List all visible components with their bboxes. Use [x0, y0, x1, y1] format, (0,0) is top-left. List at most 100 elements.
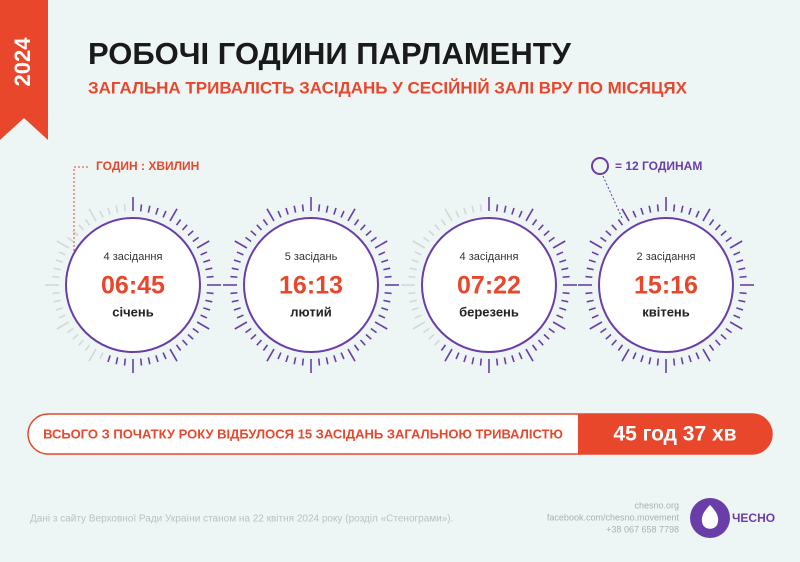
clock-tick	[695, 352, 700, 360]
clock-tick	[365, 230, 372, 237]
clock-tick	[203, 307, 211, 311]
clock-tick	[518, 352, 523, 360]
clock-tick	[444, 208, 453, 222]
clock-tick	[175, 344, 182, 352]
clock-tick	[234, 240, 248, 249]
clock-tick	[463, 355, 467, 363]
clock-tick	[383, 267, 391, 271]
summary-total: 45 год 37 хв	[613, 423, 736, 446]
clock-tick	[611, 339, 618, 346]
clock-tick	[548, 327, 556, 334]
clock-tick	[115, 357, 119, 365]
clock-tick	[562, 291, 570, 295]
clock-tick	[52, 291, 60, 295]
clock-tick	[233, 259, 241, 263]
clock-tick	[293, 357, 297, 365]
clock-tick	[621, 208, 630, 222]
clock-tick	[680, 205, 684, 213]
clock-tick	[725, 236, 733, 243]
title: РОБОЧІ ГОДИНИ ПАРЛАМЕНТУ	[88, 36, 572, 71]
logo-garlic	[701, 505, 719, 529]
clock-tick	[479, 204, 483, 212]
clock-tick	[58, 314, 66, 319]
clock-tick	[256, 224, 263, 231]
clock-tick	[588, 307, 596, 311]
clock-tick	[52, 275, 60, 279]
clock-tick	[250, 230, 257, 237]
clock-tick	[556, 251, 564, 256]
summary-total-box	[578, 414, 772, 454]
clock-tick	[359, 224, 366, 231]
clock-tick	[139, 358, 143, 366]
clock-tick	[648, 357, 652, 365]
clock-tick	[84, 344, 91, 352]
clock-tick	[205, 267, 213, 271]
clock-tick	[605, 230, 612, 237]
month: квітень	[642, 304, 690, 319]
clock-tick	[736, 259, 744, 263]
clock-tick	[381, 307, 389, 311]
clock-tick	[589, 321, 603, 330]
legend-circle	[591, 157, 609, 175]
clock-tick	[556, 314, 564, 319]
clock-tick	[205, 299, 213, 303]
month: січень	[112, 304, 153, 319]
clock-tick	[370, 236, 378, 243]
clock-tick	[531, 344, 538, 352]
clock-tick	[285, 355, 289, 363]
clock-tick	[123, 204, 127, 212]
clock-tick	[53, 299, 61, 303]
clock-tick	[359, 339, 366, 346]
clock-tick	[511, 355, 515, 363]
clock-tick	[378, 251, 386, 256]
clock-tick	[444, 348, 453, 362]
clock-tick	[463, 207, 467, 215]
contact: chesno.org	[634, 500, 679, 510]
year: 2024	[10, 37, 35, 87]
sessions: 4 засідання	[460, 251, 519, 263]
clock-tick	[720, 230, 727, 237]
clock-tick	[285, 207, 289, 215]
clock-tick	[738, 267, 746, 271]
clock-tick	[688, 207, 692, 215]
clock-tick	[617, 344, 624, 352]
clock-tick	[408, 275, 416, 279]
clock-tick	[411, 307, 419, 311]
time: 15:16	[634, 272, 698, 300]
clock-tick	[408, 291, 416, 295]
clock-tick	[585, 291, 593, 295]
clock-tick	[422, 327, 430, 334]
clock-tick	[656, 358, 660, 366]
clock-tick	[155, 355, 159, 363]
clock-tick	[196, 321, 210, 330]
clock-tick	[714, 224, 721, 231]
clock-tick	[708, 218, 715, 226]
clock-tick	[317, 204, 321, 212]
clock-tick	[434, 339, 441, 346]
clock-tick	[187, 333, 194, 340]
clock-tick	[99, 352, 104, 360]
clock-tick	[230, 291, 238, 295]
clock-tick	[78, 224, 85, 231]
clock-tick	[181, 339, 188, 346]
clock-tick	[234, 321, 248, 330]
clock-tick	[605, 333, 612, 340]
clock-tick	[162, 352, 167, 360]
clock-tick	[543, 230, 550, 237]
clock-tick	[147, 205, 151, 213]
clock-tick	[599, 327, 607, 334]
sessions: 2 засідання	[637, 251, 696, 263]
clock-tick	[739, 275, 747, 279]
clock-tick	[384, 291, 392, 295]
clock-tick	[720, 333, 727, 340]
clock-tick	[695, 210, 700, 218]
clock-tick	[196, 240, 210, 249]
clock-tick	[559, 259, 567, 263]
clock-tick	[588, 259, 596, 263]
clock-tick	[333, 355, 337, 363]
clock-tick	[543, 333, 550, 340]
clock-tick	[525, 348, 534, 362]
clock-tick	[66, 236, 74, 243]
clock-tick	[340, 210, 345, 218]
clock-tick	[495, 204, 499, 212]
